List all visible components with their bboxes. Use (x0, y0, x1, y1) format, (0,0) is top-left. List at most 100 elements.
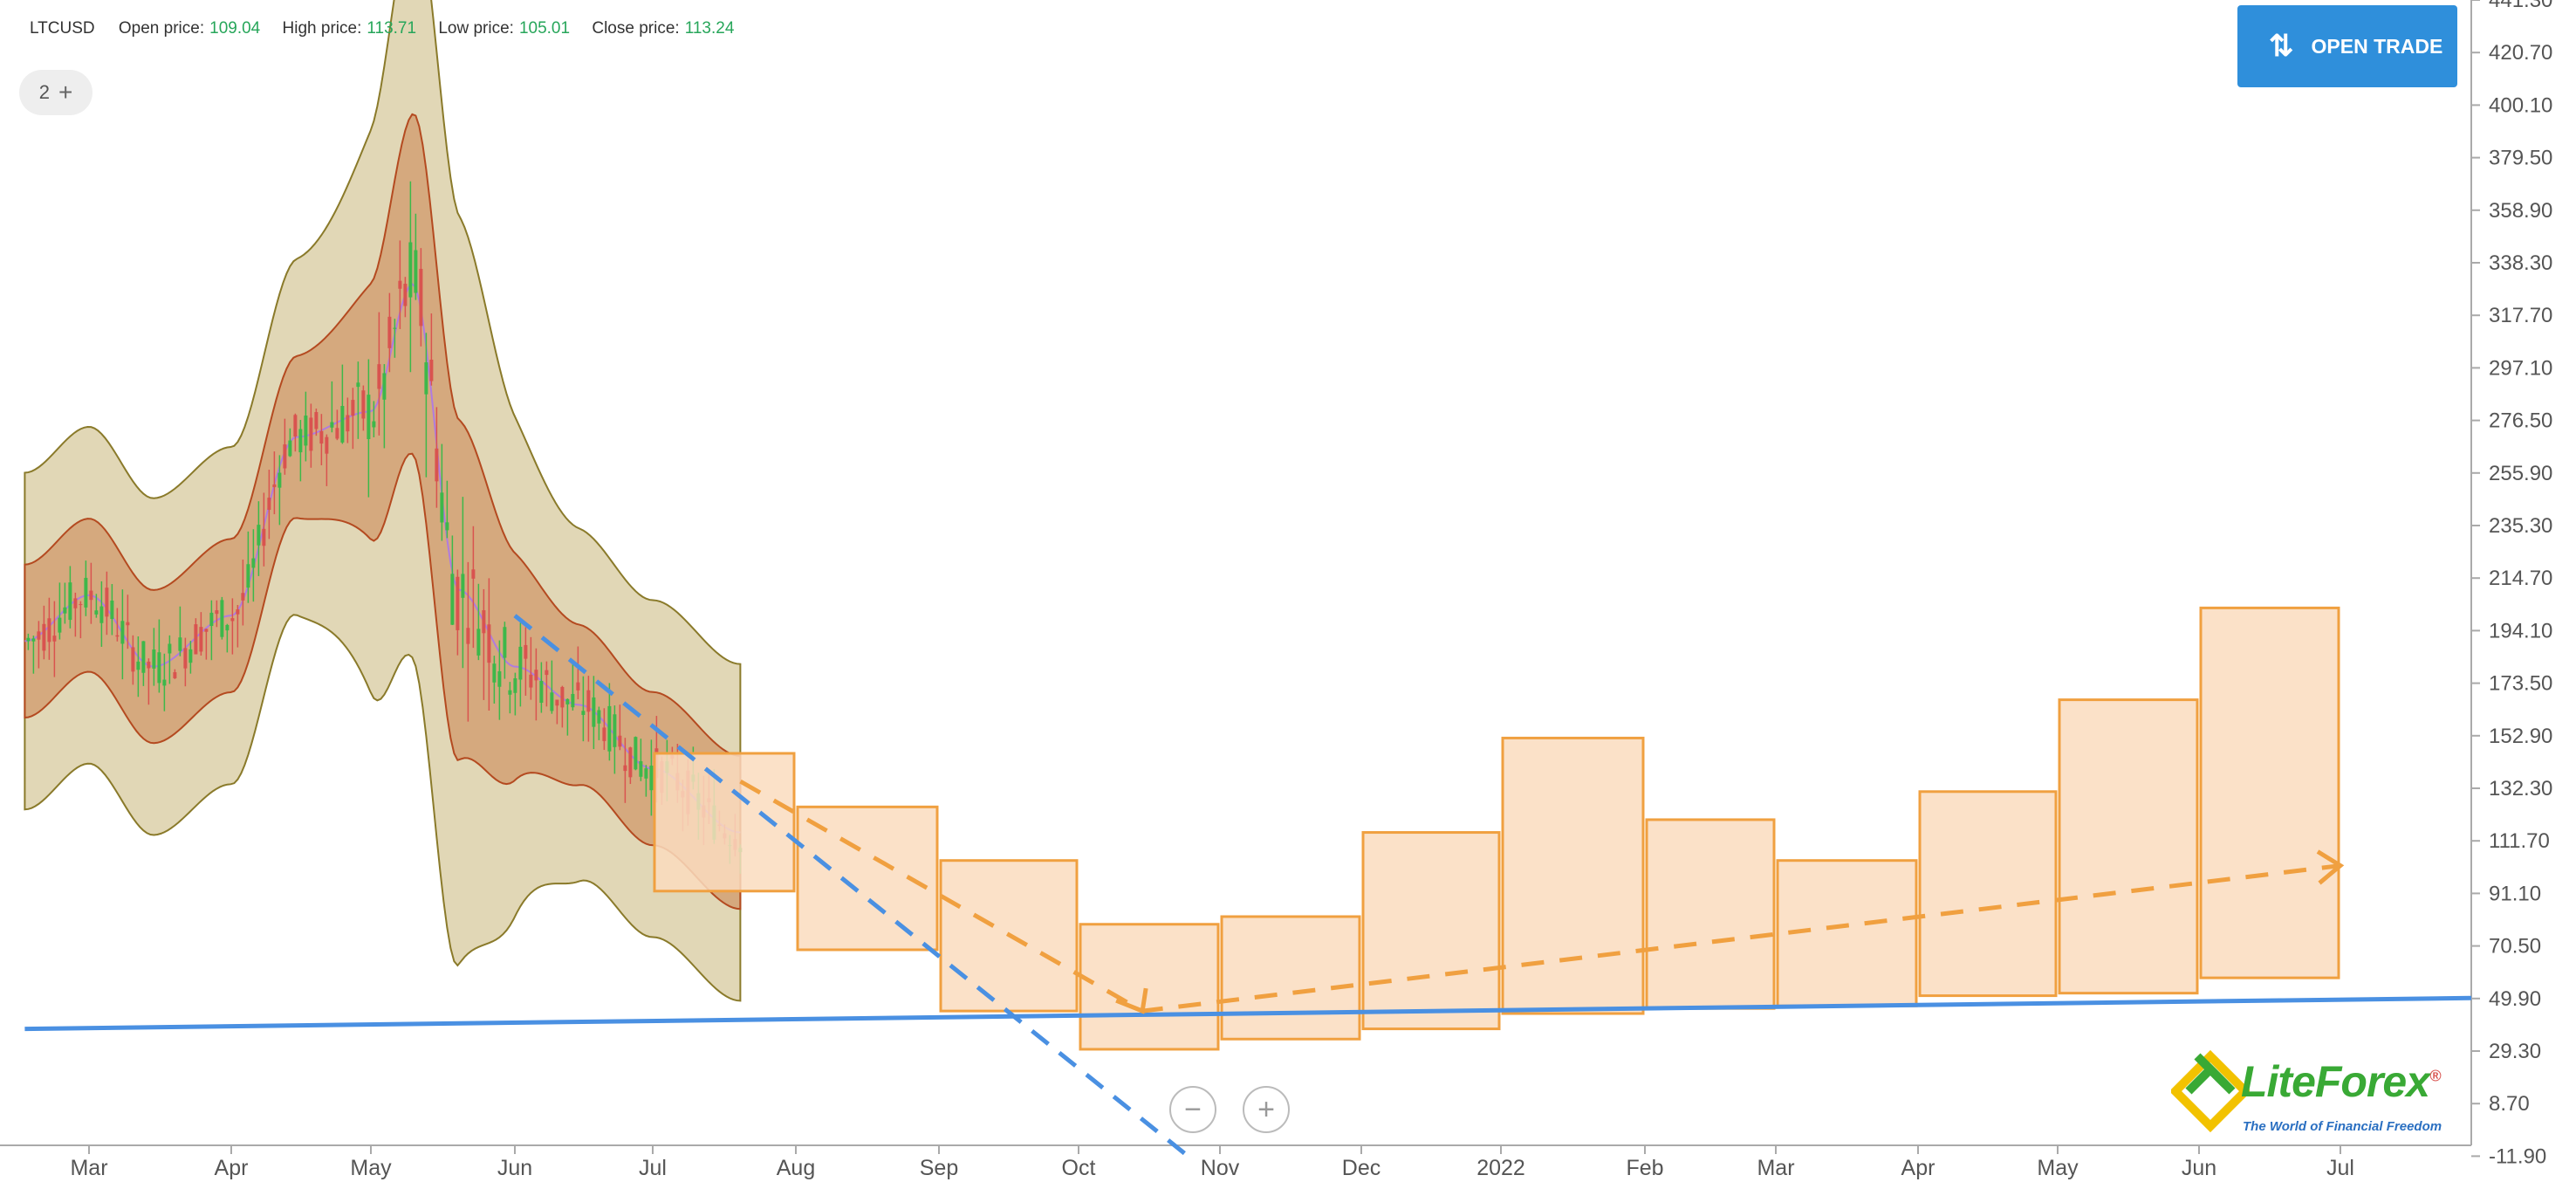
x-tick-label: Oct (1062, 1156, 1096, 1180)
x-tick-label: Jul (2326, 1156, 2354, 1180)
forecast-arrowhead (2316, 849, 2345, 885)
y-tick-label: 111.70 (2489, 829, 2550, 853)
indicators-button[interactable]: 2 + (19, 70, 92, 115)
y-tick-label: -11.90 (2489, 1144, 2546, 1168)
plus-icon: + (58, 79, 73, 106)
candle-body (387, 316, 392, 348)
x-tick-label: Apr (1901, 1156, 1935, 1180)
candle-body (319, 430, 324, 444)
candle-body (440, 492, 444, 523)
candle-body (262, 528, 266, 546)
y-tick-label: 29.30 (2489, 1040, 2541, 1063)
candle-body (288, 440, 292, 457)
indicator-count: 2 (38, 81, 50, 103)
candle-body (340, 406, 345, 443)
candle-body (225, 624, 230, 631)
forecast-box (1220, 915, 1361, 1041)
candle-body (644, 768, 648, 779)
y-tick-label: 235.30 (2489, 514, 2552, 538)
candle-body (508, 690, 512, 695)
candle-body (99, 606, 104, 623)
y-tick-label: 8.70 (2489, 1092, 2530, 1116)
candle-body (42, 623, 46, 651)
candle-body (408, 242, 413, 298)
open-trade-button[interactable]: ⇅ OPEN TRADE (2237, 5, 2457, 87)
candle-body (52, 636, 57, 642)
forecast-box (1079, 923, 1220, 1051)
candle-body (314, 412, 319, 430)
candle-body (456, 576, 460, 630)
candle-body (26, 637, 31, 642)
candle-body (487, 624, 491, 663)
candle-body (377, 364, 381, 389)
candle-body (251, 558, 256, 568)
candle-body (73, 598, 78, 608)
candle-body (346, 415, 350, 432)
candle-body (545, 670, 549, 676)
y-tick-label: 173.50 (2489, 672, 2552, 696)
minus-icon: − (1184, 1092, 1202, 1126)
candle-body (618, 735, 622, 747)
candle-body (607, 705, 612, 752)
candle-body (602, 727, 606, 741)
candle-body (576, 682, 580, 691)
candle-body (188, 649, 193, 663)
candle-body (277, 472, 282, 488)
x-tick-label: Aug (777, 1156, 815, 1180)
y-tick-label: 379.50 (2489, 147, 2552, 170)
y-tick-label: 214.70 (2489, 567, 2552, 590)
candle-body (429, 360, 434, 381)
x-tick-label: 2022 (1476, 1156, 1525, 1180)
candle-body (461, 574, 465, 598)
y-tick-label: 420.70 (2489, 41, 2552, 65)
candle-body (168, 643, 172, 654)
candle-body (335, 428, 339, 439)
candle-body (63, 607, 67, 614)
candle-body (649, 766, 654, 791)
symbol-label: LTCUSD (30, 19, 95, 38)
candle-body (183, 648, 188, 669)
zoom-in-button[interactable]: + (1243, 1086, 1290, 1133)
candle-body (571, 693, 575, 708)
y-tick-label: 91.10 (2489, 882, 2541, 905)
candle-body (476, 629, 481, 656)
x-tick-label: Jul (639, 1156, 667, 1180)
candle-body (94, 610, 99, 615)
zoom-out-button[interactable]: − (1169, 1086, 1216, 1133)
y-tick-label: 358.90 (2489, 199, 2552, 223)
ohlc-readout: LTCUSD Open price: 109.04 High price: 113.… (30, 19, 751, 38)
forecast-box (1361, 831, 1501, 1031)
candle-body (157, 652, 161, 684)
candle-body (450, 574, 455, 625)
candle-body (581, 711, 586, 715)
candle-body (393, 327, 397, 329)
candle-body (398, 280, 402, 289)
outer-bollinger-band (24, 0, 742, 1002)
candle-body (356, 382, 360, 388)
candle-body (309, 417, 313, 451)
candle-body (152, 649, 156, 669)
candle-body (367, 395, 371, 440)
candle-body (361, 390, 366, 419)
downtrend-line (513, 614, 1189, 1158)
candle-body (445, 522, 449, 531)
candle-body (79, 604, 83, 606)
candle-body (58, 617, 62, 633)
candle-body (215, 610, 219, 615)
y-tick-label: 49.90 (2489, 987, 2541, 1011)
candle-body (209, 612, 214, 627)
candle-body (524, 644, 528, 659)
candle-body (565, 698, 570, 704)
forecast-box (2199, 606, 2340, 979)
candle-body (204, 629, 209, 632)
x-tick-label: Dec (1342, 1156, 1380, 1180)
candle-body (424, 362, 428, 395)
candle-body (534, 670, 538, 681)
candle-body (372, 421, 376, 428)
candle-body (84, 577, 88, 608)
y-tick-label: 132.30 (2489, 777, 2552, 801)
candle-body (550, 692, 554, 711)
x-tick-label: May (350, 1156, 392, 1180)
candle-body (529, 674, 533, 688)
